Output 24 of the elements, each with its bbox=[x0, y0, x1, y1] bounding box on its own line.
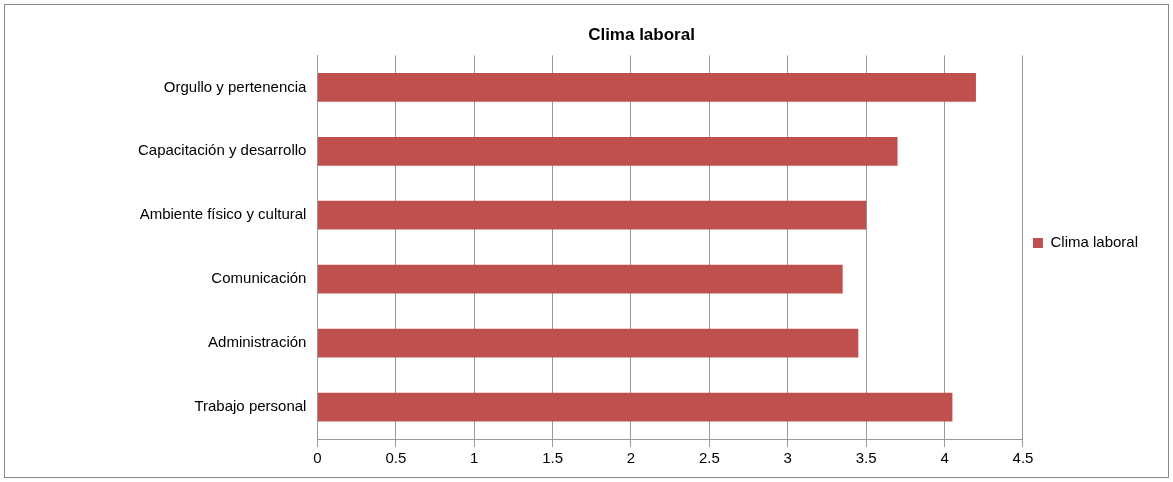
legend-label: Clima laboral bbox=[1050, 233, 1139, 251]
x-tick-label: 4 bbox=[940, 449, 949, 467]
bar bbox=[317, 328, 859, 358]
y-tick-label: Comunicación bbox=[211, 269, 307, 287]
y-tick-label: Administración bbox=[208, 333, 307, 351]
bar bbox=[317, 136, 898, 166]
x-tick-label: 1 bbox=[470, 449, 479, 467]
bar bbox=[317, 72, 976, 102]
x-tick-label: 1.5 bbox=[542, 449, 564, 467]
x-tick-label: 3.5 bbox=[855, 449, 877, 467]
y-tick-label: Trabajo personal bbox=[194, 397, 307, 415]
x-tick-label: 0.5 bbox=[385, 449, 407, 467]
y-tick-label: Orgullo y pertenencia bbox=[163, 77, 308, 95]
x-tick-label: 2.5 bbox=[698, 449, 720, 467]
x-tick-label: 0 bbox=[313, 449, 322, 467]
x-tick-label: 4.5 bbox=[1012, 449, 1034, 467]
y-tick-label: Ambiente físico y cultural bbox=[139, 205, 307, 223]
x-tick-label: 3 bbox=[783, 449, 792, 467]
bar bbox=[317, 200, 867, 230]
bar bbox=[317, 264, 843, 294]
y-tick-label: Capacitación y desarrollo bbox=[138, 141, 307, 159]
chart-title: Clima laboral bbox=[588, 24, 695, 44]
bar bbox=[317, 392, 953, 422]
x-tick-label: 2 bbox=[626, 449, 636, 467]
